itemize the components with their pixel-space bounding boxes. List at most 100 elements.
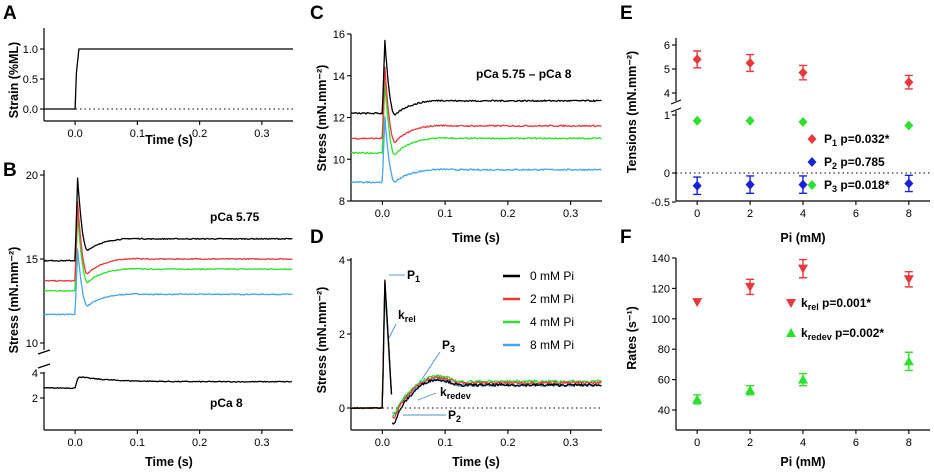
panel-e-axis-break-2: [670, 107, 682, 113]
panel-e-xlabel: Pi (mM): [780, 231, 825, 245]
panel-e-xtick-label: 8: [906, 208, 912, 220]
panel-b-pca575-label: pCa 5.75: [210, 210, 260, 224]
panel-a-ytick-label: 1.0: [23, 44, 38, 56]
panel-d-trace-4mm-recovery: [392, 374, 602, 417]
panel-e-axis-break-1: [670, 99, 682, 105]
panel-e-point-p1: [692, 54, 702, 65]
panel-a: A Strain (%ML) 0.0 0.5 1.0 0.0 0.1 0.2 0.3 Ti…: [3, 3, 293, 147]
krel-annotation-sub: rel: [405, 314, 416, 324]
legend-marker-0: [807, 134, 817, 144]
panel-e-point-p3: [745, 115, 755, 126]
panel-f-xlabel: Pi (mM): [780, 455, 825, 469]
panel-c-ytick-label: 12: [333, 113, 345, 125]
panel-a-xtick-label: 0.3: [254, 128, 269, 140]
p3-annotation-sub: 3: [450, 344, 455, 354]
legend-main: P: [824, 132, 832, 146]
panel-b-axis-break-2: [37, 363, 51, 369]
legend-label: 2 mM Pi: [530, 292, 574, 306]
panel-f-point-kredev: [903, 356, 914, 366]
panel-b-pca8-label: pCa 8: [210, 396, 243, 410]
panel-f-point-kredev: [798, 374, 808, 384]
panel-f: F Rates (s⁻¹) 40 60 80 100 120 140 0 2 4 6 8 Pi (…: [620, 227, 930, 469]
legend-main: P: [824, 155, 832, 169]
panel-e-point-p1: [798, 67, 808, 78]
panel-c-trace-2mm: [350, 66, 602, 144]
legend-sub: rel: [808, 302, 819, 312]
legend-stat: p=0.002*: [832, 326, 885, 340]
panel-e-point-p2: [904, 178, 914, 189]
panel-e-point-p2: [692, 180, 702, 191]
legend-label: 4 mM Pi: [530, 315, 574, 329]
panel-f-ylabel: Rates (s⁻¹): [625, 306, 639, 370]
panel-b-xtick-label: 0.1: [130, 437, 145, 449]
legend-sub: 2: [832, 161, 837, 171]
panel-e-point-p1: [745, 58, 755, 68]
p2-annotation-sub: 2: [456, 414, 461, 424]
panel-d-label: D: [310, 227, 324, 248]
panel-d-ytick-label: 0: [339, 403, 345, 415]
panel-b: B Stress (mN.mm⁻²) 10 15 20 2 4 0.0 0.1 0.2 0.3…: [3, 160, 293, 469]
panel-d-xtick-label: 0.1: [437, 437, 452, 449]
legend-marker-1: [786, 328, 796, 337]
legend-label-1: P2 p=0.785: [824, 155, 885, 171]
panel-d: D Stress (mN.mm⁻²) 0 2 4 0.0 0.1 0.2 0.3 Time…: [310, 227, 602, 469]
panel-a-ylabel: Strain (%ML): [7, 42, 21, 118]
panel-d-trace-4mm-spike: [350, 283, 393, 410]
p3-annotation: P3: [442, 338, 455, 354]
panel-b-ytick-label: 15: [26, 254, 38, 266]
panel-b-trace-4mm: [44, 213, 293, 292]
panel-b-xtick-label: 0.0: [67, 437, 82, 449]
p3-annotation-main: P: [442, 338, 450, 352]
legend-sub: 3: [832, 184, 837, 194]
panel-d-xtick-label: 0.0: [375, 437, 390, 449]
panel-c-ylabel: Stress (mN.mm⁻²): [315, 65, 329, 172]
panel-c-xtick-label: 0.2: [500, 208, 515, 220]
legend-stat: p=0.785: [837, 155, 885, 169]
panel-c-ytick-label: 8: [339, 196, 345, 208]
panel-f-xtick-label: 2: [747, 437, 753, 449]
p1-annotation-main: P: [407, 268, 415, 282]
panel-a-strain-trace: [44, 48, 293, 110]
panel-e-point-p3: [904, 120, 914, 131]
panel-e-label: E: [620, 3, 633, 24]
panel-a-xlabel: Time (s): [145, 133, 193, 147]
legend-label-1: kredev p=0.002*: [801, 326, 884, 342]
panel-b-trace-pca8: [43, 376, 293, 390]
panel-f-point-krel: [798, 264, 808, 274]
legend-label: 0 mM Pi: [530, 269, 574, 283]
panel-e-ytick-label: 4: [664, 88, 670, 100]
panel-e-ytick-label: 1: [664, 110, 670, 122]
panel-c-ytick-label: 10: [333, 154, 345, 166]
panel-c-annotation: pCa 5.75 – pCa 8: [476, 67, 572, 81]
legend-main: P: [824, 178, 832, 192]
panel-a-xtick-label: 0.1: [130, 128, 145, 140]
panel-f-xtick-label: 0: [694, 437, 700, 449]
panel-e-ytick-label: 6: [664, 40, 670, 52]
panel-f-label: F: [620, 227, 632, 248]
krel-pointer: [388, 323, 397, 339]
panel-a-ytick-label: 0.5: [23, 74, 38, 86]
panel-f-point-krel: [692, 298, 703, 308]
panel-a-xtick-label: 0.2: [192, 128, 207, 140]
panel-e-point-p2: [798, 179, 808, 190]
panel-c-label: C: [310, 3, 324, 24]
panel-b-ytick-label: 10: [26, 338, 38, 350]
kredev-annotation-sub: redev: [447, 391, 471, 401]
legend-label-0: krel p=0.001*: [801, 296, 871, 312]
legend-stat: p=0.001*: [819, 296, 872, 310]
legend-label: 8 mM Pi: [530, 338, 574, 352]
panel-f-ytick-label: 140: [652, 253, 670, 265]
panel-f-ytick-label: 100: [652, 314, 670, 326]
panel-f-point-krel: [745, 282, 756, 292]
panel-f-ytick-label: 120: [652, 283, 670, 295]
panel-e-ytick-label: 0: [664, 168, 670, 180]
panel-c-xlabel: Time (s): [452, 231, 500, 245]
panel-f-ytick-label: 40: [658, 405, 670, 417]
panel-d-trace-0mm-recovery: [391, 378, 602, 425]
panel-b-ylabel: Stress (mN.mm⁻²): [7, 247, 21, 354]
panel-e-xtick-label: 0: [694, 208, 700, 220]
panel-d-ylabel: Stress (mN.mm⁻²): [315, 287, 329, 394]
legend-stat: p=0.018*: [837, 178, 890, 192]
